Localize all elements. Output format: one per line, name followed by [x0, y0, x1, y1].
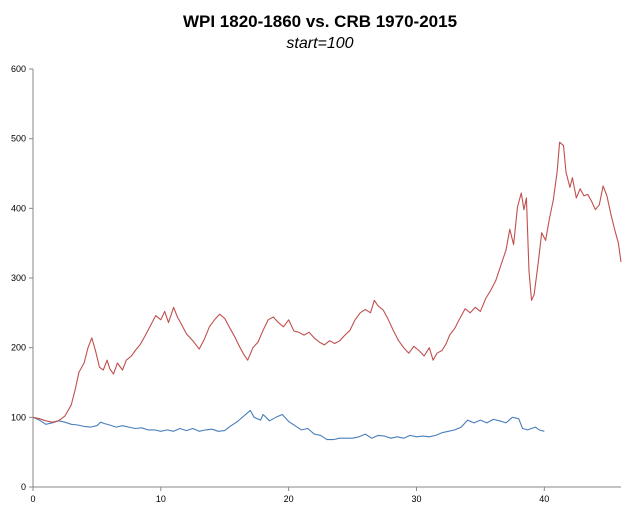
series-line-2 [32, 141, 622, 423]
x-tick-label: 20 [284, 494, 294, 504]
y-tick-label: 100 [11, 412, 26, 422]
x-tick-label: 30 [411, 494, 421, 504]
tick-group: 0 100 200 300 400 500 600 0 10 20 30 40 [11, 64, 549, 504]
y-tick-label: 400 [11, 203, 26, 213]
chart-subtitle: start=100 [286, 35, 354, 52]
series-group [32, 141, 622, 441]
x-tick-label: 40 [539, 494, 549, 504]
y-tick-label: 0 [21, 482, 26, 492]
y-tick-label: 600 [11, 64, 26, 74]
series-line-1 [32, 409, 545, 441]
chart-title: WPI 1820-1860 vs. CRB 1970-2015 [182, 12, 458, 31]
x-tick-label: 0 [30, 494, 35, 504]
y-tick-label: 300 [11, 273, 26, 283]
x-tick-label: 10 [156, 494, 166, 504]
y-tick-label: 500 [11, 134, 26, 144]
y-tick-label: 200 [11, 343, 26, 353]
